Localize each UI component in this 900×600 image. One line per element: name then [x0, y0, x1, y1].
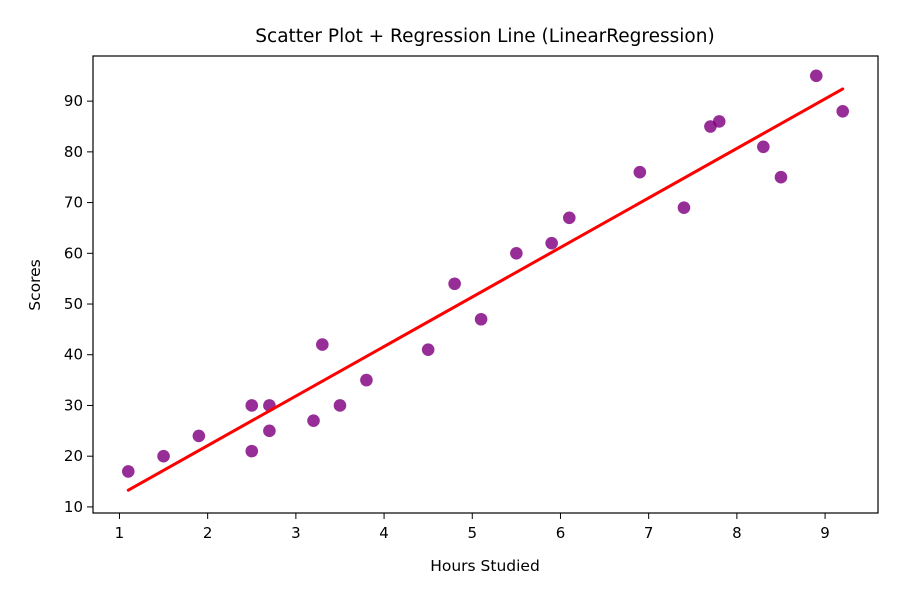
scatter-point [633, 165, 647, 179]
y-tick-label: 30 [64, 396, 83, 414]
scatter-point [307, 414, 320, 427]
x-tick-label: 3 [291, 524, 301, 542]
chart-title: Scatter Plot + Regression Line (LinearRe… [255, 26, 714, 47]
y-tick-label: 60 [64, 244, 83, 262]
scatter-point [510, 247, 523, 260]
y-tick-label: 70 [64, 194, 83, 212]
scatter-point [712, 115, 726, 128]
scatter-point [192, 429, 206, 443]
x-tick-label: 4 [379, 524, 389, 542]
x-tick-label: 6 [556, 524, 566, 542]
scatter-point [474, 312, 488, 326]
scatter-point [421, 343, 435, 356]
x-tick-label: 1 [115, 524, 125, 542]
scatter-point [448, 277, 461, 291]
plot-frame [92, 55, 879, 514]
scatter-point [809, 69, 823, 83]
x-axis-label: Hours Studied [430, 557, 540, 575]
x-tick-label: 2 [203, 524, 213, 542]
scatter-point [333, 399, 347, 412]
x-tick-label: 9 [820, 524, 830, 542]
y-axis-label: Scores [26, 259, 44, 311]
regression-line [126, 87, 845, 492]
scatter-point [245, 444, 259, 458]
x-tick-label: 5 [467, 524, 477, 542]
y-tick-label: 80 [64, 143, 83, 161]
x-tick-label: 7 [644, 524, 654, 542]
scatter-point [757, 140, 770, 154]
scatter-point [677, 201, 691, 214]
scatter-point [121, 465, 135, 478]
scatter-point [263, 424, 276, 438]
scatter-point [545, 236, 558, 250]
y-tick-label: 50 [64, 295, 83, 313]
scatter-point [360, 373, 373, 387]
scatter-point [157, 449, 170, 463]
y-tick-label: 20 [64, 447, 83, 465]
scatter-point [562, 211, 576, 225]
y-tick-label: 40 [64, 346, 83, 364]
scatter-point [836, 104, 850, 118]
scatter-point [245, 399, 259, 412]
x-tick-label: 8 [732, 524, 742, 542]
scatter-point [774, 170, 788, 184]
y-tick-label: 90 [64, 92, 83, 110]
scatter-point [316, 338, 329, 351]
y-tick-label: 10 [64, 498, 83, 516]
plot-area [121, 69, 850, 492]
